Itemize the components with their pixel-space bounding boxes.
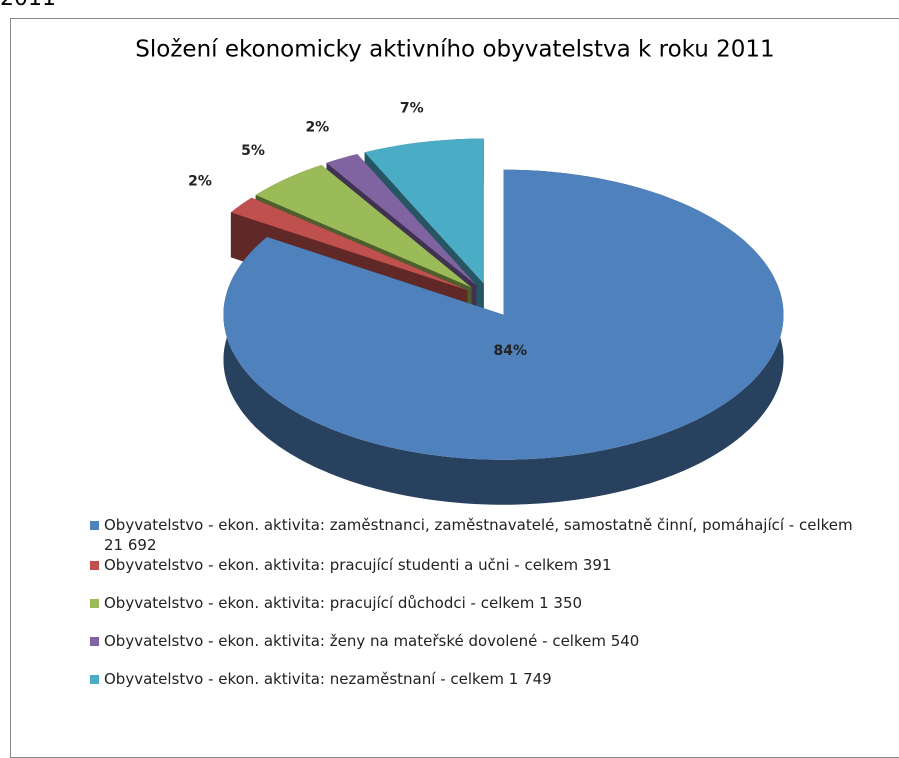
slice: [364, 138, 484, 284]
data-label: 5%: [241, 143, 265, 159]
legend-item: Obyvatelstvo - ekon. aktivita: ženy na m…: [90, 631, 870, 651]
legend-item: Obyvatelstvo - ekon. aktivita: zaměstnan…: [90, 515, 870, 555]
data-label: 7%: [400, 101, 424, 117]
legend-label: Obyvatelstvo - ekon. aktivita: ženy na m…: [104, 632, 640, 650]
legend-swatch: [90, 637, 99, 646]
legend-label: Obyvatelstvo - ekon. aktivita: nezaměstn…: [104, 670, 552, 688]
data-label: 2%: [188, 174, 212, 190]
data-label: 2%: [305, 119, 329, 135]
data-label: 84%: [493, 343, 527, 359]
legend-swatch: [90, 675, 99, 684]
legend-swatch: [90, 561, 99, 570]
legend-swatch: [90, 521, 99, 530]
legend-label: Obyvatelstvo - ekon. aktivita: zaměstnan…: [104, 516, 853, 554]
legend-item: Obyvatelstvo - ekon. aktivita: pracující…: [90, 593, 870, 613]
legend-label: Obyvatelstvo - ekon. aktivita: pracující…: [104, 556, 612, 574]
legend-swatch: [90, 599, 99, 608]
slice: [223, 169, 784, 460]
slice: [326, 154, 477, 286]
legend-item: Obyvatelstvo - ekon. aktivita: pracující…: [90, 555, 870, 575]
slice: [255, 165, 472, 288]
chart-title: Složení ekonomicky aktivního obyvatelstv…: [135, 37, 774, 63]
legend-item: Obyvatelstvo - ekon. aktivita: nezaměstn…: [90, 669, 870, 689]
legend: Obyvatelstvo - ekon. aktivita: zaměstnan…: [90, 515, 870, 707]
slice: [230, 197, 468, 291]
legend-label: Obyvatelstvo - ekon. aktivita: pracující…: [104, 594, 583, 612]
heading: 2011: [0, 0, 56, 11]
